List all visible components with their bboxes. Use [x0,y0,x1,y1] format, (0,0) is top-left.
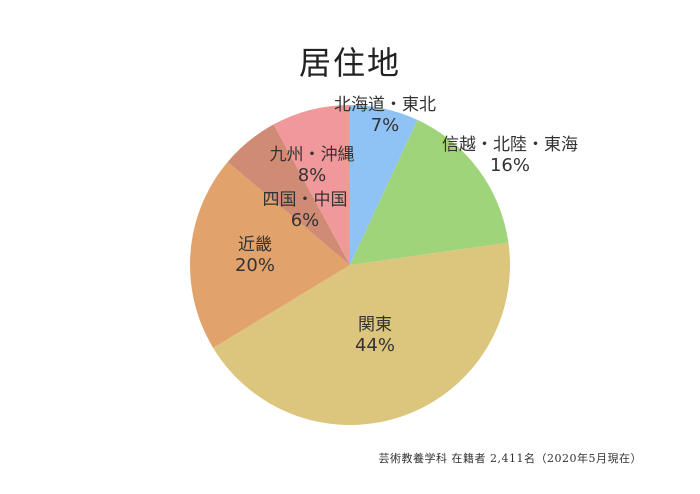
slice-label: 九州・沖縄 [270,145,355,165]
slice-value: 7% [371,115,400,136]
footnote: 芸術教養学科 在籍者 2,411名（2020年5月現在） [378,452,642,465]
slice-label: 信越・北陸・東海 [442,135,578,155]
slice-label: 関東 [358,315,392,335]
pie-slice [273,105,350,265]
pie-slice [190,161,350,348]
pie-slice [350,119,509,266]
slice-value: 6% [291,210,320,231]
slice-label: 北海道・東北 [334,95,436,115]
slice-value: 8% [298,165,327,186]
slice-value: 44% [355,335,395,356]
slice-label: 近畿 [238,235,272,255]
pie-slices [190,105,511,425]
pie-slice [350,105,418,265]
chart-title: 居住地 [298,44,401,82]
pie-slice [227,124,350,265]
slice-value: 20% [235,255,275,276]
pie-slice [213,242,511,425]
slice-value: 16% [490,155,530,176]
slice-label: 四国・中国 [263,190,348,210]
